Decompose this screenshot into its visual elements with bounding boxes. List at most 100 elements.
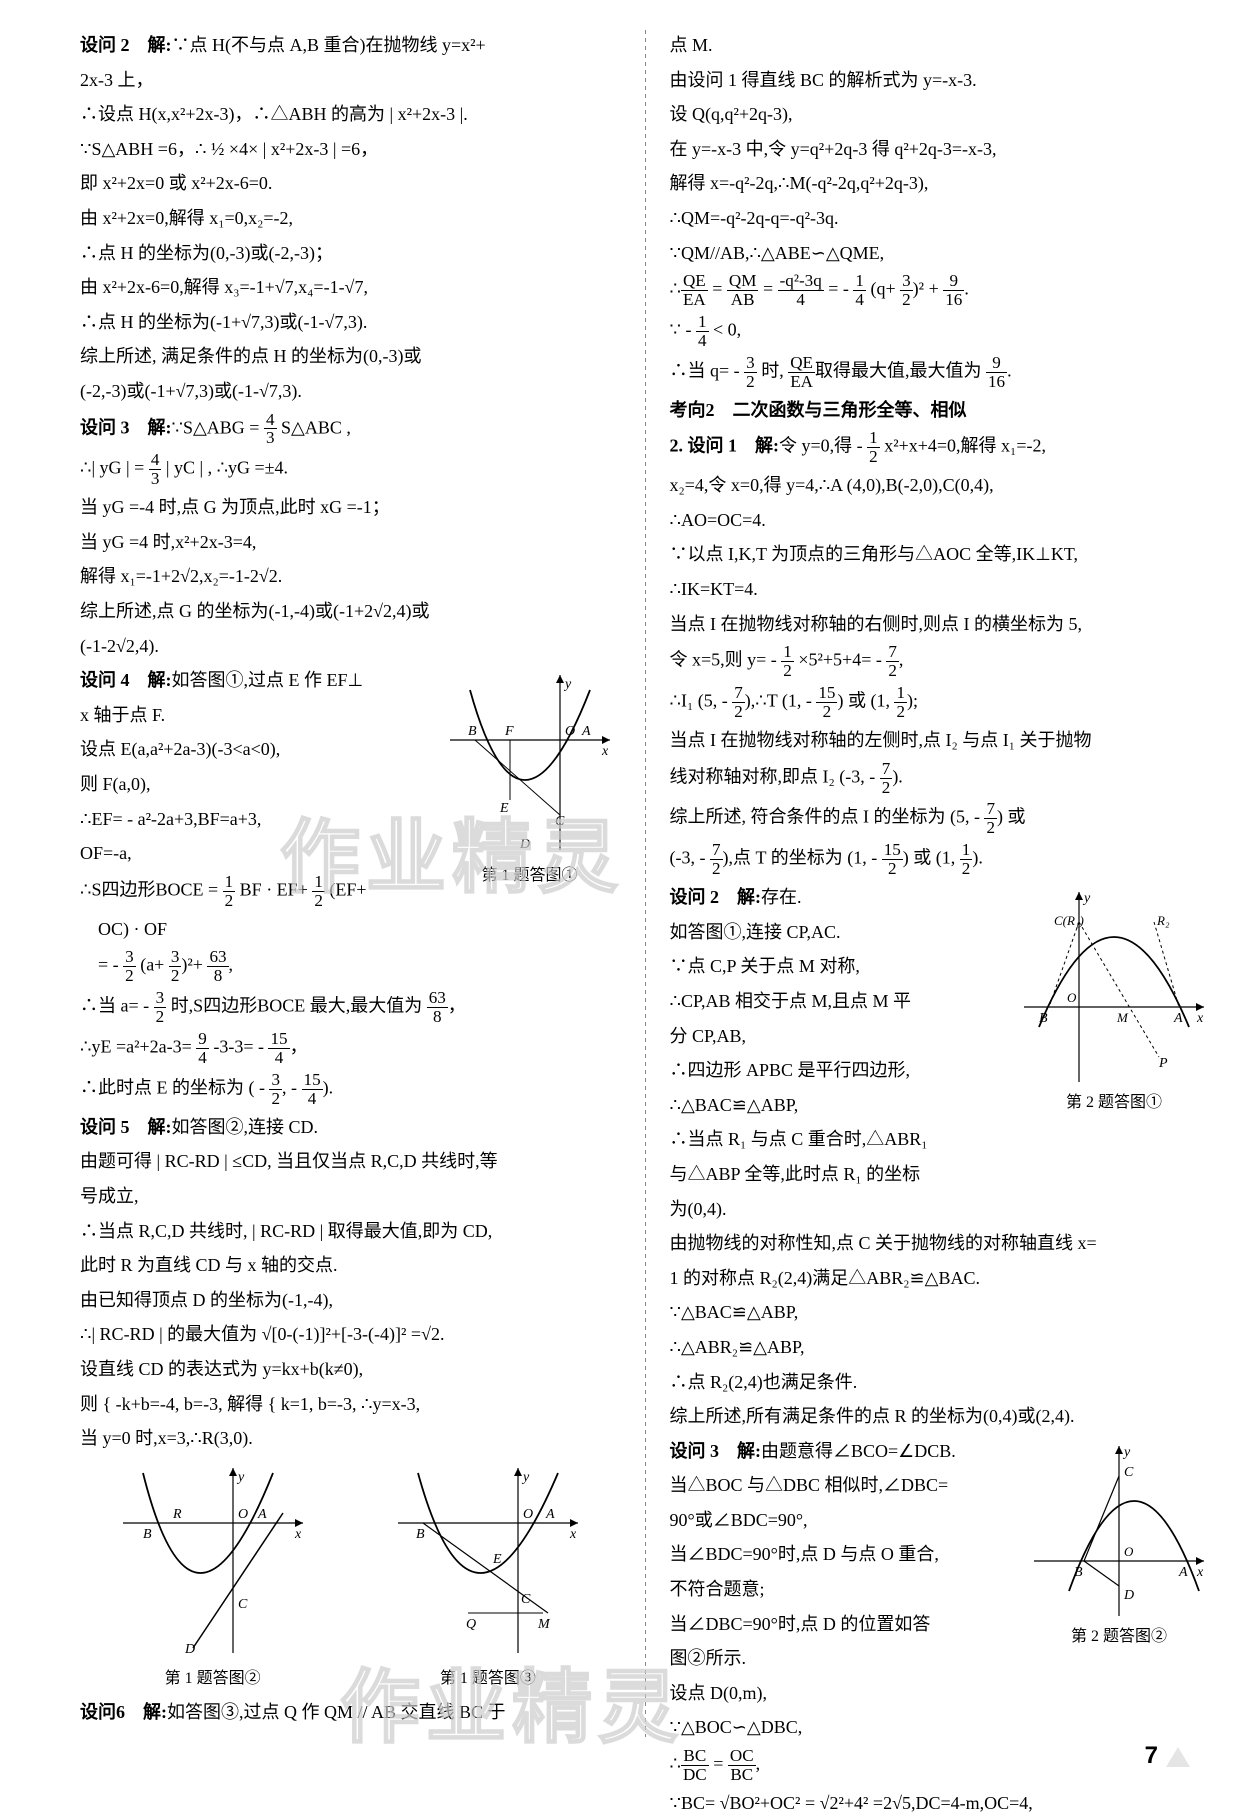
text: 则 { -k+b=-4, b=-3, 解得 { k=1, b=-3, ∴y=x-… (80, 1389, 621, 1420)
text: 设 Q(q,q²+2q-3), (670, 99, 1211, 130)
fraction: 43 (149, 451, 162, 488)
fraction: 32 (169, 948, 182, 985)
solve-prefix: 解: (148, 670, 172, 690)
solve-prefix: 解: (737, 887, 761, 907)
text: 由设问 1 得直线 BC 的解析式为 y=-x-3. (670, 65, 1211, 96)
fig-r2-caption: 第 2 题答图② (1071, 1623, 1167, 1650)
fraction: 12 (960, 841, 973, 878)
svg-text:B: B (416, 1527, 425, 1542)
svg-text:C: C (521, 1592, 531, 1607)
solve-prefix: 解: (148, 35, 172, 55)
svg-text:D: D (519, 837, 530, 852)
svg-text:A: A (257, 1507, 267, 1522)
text: x₂=4,令 x=0,得 y=4,∴A (4,0),B(-2,0),C(0,4)… (670, 470, 1211, 501)
figure-r1: y x O A B C(R₁) R₂ M P 第 2 题答图① (1018, 886, 1210, 1117)
text: 由抛物线的对称性知,点 C 关于抛物线的对称轴直线 x= (670, 1228, 1211, 1259)
text: 当 yG =4 时,x²+2x-3=4, (80, 527, 621, 558)
text: ∴I₁ (5, - 72),∴T (1, - 152) 或 (1, 12); (670, 684, 1211, 721)
text: ∴| yG | = 43 | yC | , ∴yG =±4. (80, 451, 621, 488)
svg-text:y: y (521, 1470, 530, 1485)
fraction: 14 (696, 313, 709, 350)
text: 当 yG =-4 时,点 G 为顶点,此时 xG =-1； (80, 492, 621, 523)
svg-text:A: A (1173, 1011, 1183, 1026)
text: ∵以点 I,K,T 为顶点的三角形与△AOC 全等,IK⊥KT, (670, 539, 1211, 570)
svg-text:B: B (468, 724, 477, 739)
svg-text:Q: Q (466, 1617, 476, 1632)
fraction: 152 (882, 841, 903, 878)
figure-3: y x O A B E C Q M 第 1 题答图③ (387, 1462, 589, 1693)
parabola-svg: y x O A B C D (1029, 1441, 1209, 1621)
fraction: QEEA (788, 354, 815, 391)
text: ∴AO=OC=4. (670, 505, 1211, 536)
text: ∵△BOC∽△DBC, (670, 1712, 1211, 1743)
text: ∴当 a= - 32 时,S四边形BOCE 最大,最大值为 638， (80, 989, 621, 1026)
text: 当点 I 在抛物线对称轴的左侧时,点 I₂ 与点 I₁ 关于抛物 (670, 725, 1211, 756)
svg-text:M: M (537, 1617, 551, 1632)
text: ∴当 q= - 32 时, QEEA取得最大值,最大值为 916. (670, 354, 1211, 391)
fraction: 12 (223, 873, 236, 910)
q6-label: 设问6 (80, 1702, 125, 1722)
page-number-text: 7 (1145, 1736, 1158, 1777)
fraction: 32 (154, 989, 167, 1026)
svg-text:x: x (1196, 1011, 1204, 1026)
q4-label: 设问 4 (80, 670, 130, 690)
text: 解得 x=-q²-2q,∴M(-q²-2q,q²+2q-3), (670, 168, 1211, 199)
text: 令 x=5,则 y= - 12 ×5²+5+4= - 72, (670, 643, 1211, 680)
q3-line: 设问 3 解:∵S△ABG = 43 S△ABC , (80, 411, 621, 448)
text: ∴QM=-q²-2q-q=-q²-3q. (670, 203, 1211, 234)
text: (-2,-3)或(-1+√7,3)或(-1-√7,3). (80, 376, 621, 407)
parabola-svg: y x O A B C(R₁) R₂ M P (1019, 887, 1209, 1087)
svg-text:B: B (143, 1527, 152, 1542)
fig1-caption: 第 1 题答图① (481, 862, 577, 889)
fraction: 72 (886, 643, 899, 680)
svg-text:C: C (555, 814, 565, 829)
text: 解得 x₁=-1+2√2,x₂=-1-2√2. (80, 561, 621, 592)
text: ∵S△ABG = (172, 417, 264, 437)
fraction: 638 (427, 989, 448, 1026)
p2q1-line: 2. 设问 1 解:令 y=0,得 - 12 x²+x+4=0,解得 x₁=-2… (670, 429, 1211, 466)
text: 为(0,4). (670, 1194, 1211, 1225)
text: 由 x²+2x-6=0,解得 x₃=-1+√7,x₄=-1-√7, (80, 272, 621, 303)
p2q3-label: 设问 3 (670, 1441, 720, 1461)
parabola-svg: y x O A B E C Q M (388, 1463, 588, 1663)
fraction: QEEA (681, 272, 708, 309)
solve-prefix: 解: (737, 1441, 761, 1461)
figure-row: y x O A B R C D 第 1 题答图② (80, 1458, 621, 1697)
svg-text:O: O (238, 1507, 248, 1522)
svg-text:M: M (1116, 1010, 1129, 1025)
svg-text:B: B (1039, 1011, 1048, 1026)
heading-2: 考向2 二次函数与三角形全等、相似 (670, 395, 1211, 426)
solve-prefix: 解: (148, 417, 172, 437)
figure-r2: y x O A B C D 第 2 题答图② (1028, 1440, 1210, 1651)
q6-line: 设问6 解:如答图③,过点 Q 作 QM // AB 交直线 BC 于 (80, 1697, 621, 1728)
right-column: 点 M. 由设问 1 得直线 BC 的解析式为 y=-x-3. 设 Q(q,q²… (670, 30, 1211, 1737)
text: 2x-3 上， (80, 65, 621, 96)
column-divider (645, 30, 646, 1737)
solve-prefix: 解: (148, 1117, 172, 1137)
text: ∵△BAC≌△ABP, (670, 1297, 1211, 1328)
text: 由题可得 | RC-RD | ≤CD, 当且仅当点 R,C,D 共线时,等 (80, 1146, 621, 1177)
fraction: QMAB (727, 272, 759, 309)
text: ∵点 H(不与点 A,B 重合)在抛物线 y=x²+ (172, 35, 486, 55)
svg-text:A: A (581, 724, 591, 739)
svg-text:B: B (1074, 1565, 1083, 1580)
svg-text:O: O (523, 1507, 533, 1522)
text: 由已知得顶点 D 的坐标为(-1,-4), (80, 1285, 621, 1316)
figure-1: y x O A B F E C D 第 1 题答图① (439, 669, 621, 890)
text: ∴设点 H(x,x²+2x-3)，∴△ABH 的高为 | x²+2x-3 |. (80, 99, 621, 130)
svg-text:x: x (569, 1527, 577, 1542)
fraction: 72 (732, 684, 745, 721)
text: 设直线 CD 的表达式为 y=kx+b(k≠0), (80, 1354, 621, 1385)
text: 如答图①,过点 E 作 EF⊥ (172, 670, 364, 690)
svg-text:E: E (499, 801, 509, 816)
fraction: BCDC (681, 1747, 709, 1784)
text: OC) · OF (80, 914, 621, 945)
text: ∵S△ABH =6，∴ ½ ×4× | x²+2x-3 | =6， (80, 134, 621, 165)
parabola-svg: y x O A B R C D (113, 1463, 313, 1663)
svg-text:y: y (563, 677, 572, 692)
fraction: 72 (880, 760, 893, 797)
fraction: 154 (302, 1071, 323, 1108)
svg-text:C: C (238, 1597, 248, 1612)
solve-prefix: 解: (755, 436, 779, 456)
text: 综上所述, 符合条件的点 I 的坐标为 (5, - 72) 或 (670, 800, 1211, 837)
